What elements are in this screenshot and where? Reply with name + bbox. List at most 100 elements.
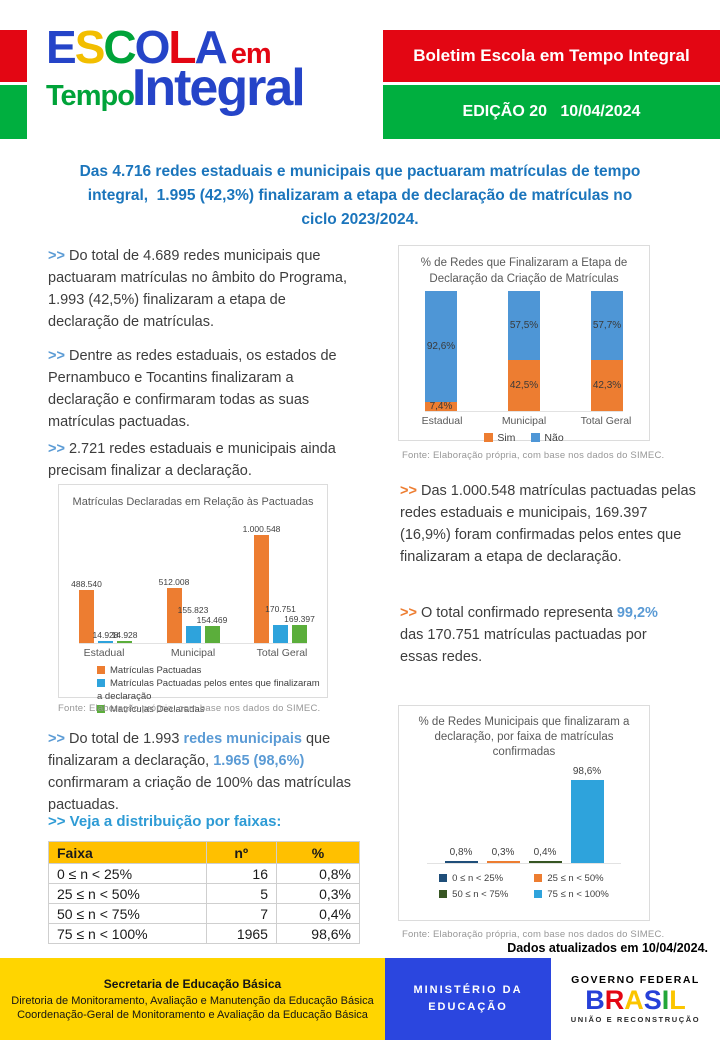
paragraph-text: >> Do total de 1.993 redes municipais qu…: [48, 728, 354, 816]
data-updated-label: Dados atualizados em 10/04/2024.: [507, 941, 708, 955]
paragraph-text: >> Das 1.000.548 matrículas pactuadas pe…: [400, 480, 700, 568]
bar: 0,3%: [486, 847, 520, 863]
left-paragraph-3: >> 2.721 redes estaduais e municipais ai…: [48, 438, 354, 482]
legend-label: Matrículas Pactuadas pelos entes que fin…: [97, 678, 320, 702]
brasil-letter: L: [669, 985, 686, 1015]
chart-matriculas-declaradas: Matrículas Declaradas em Relação às Pact…: [58, 484, 328, 715]
category-label: Total Geral: [256, 647, 308, 659]
paragraph-segment: confirmaram a criação de 100% das matríc…: [48, 775, 352, 813]
legend-item: 50 ≤ n < 75%: [439, 889, 508, 900]
bar-segment: 92,6%: [425, 291, 457, 402]
legend-item: Matrículas Pactuadas: [97, 664, 327, 677]
bar-group: 1.000.548 170.751 169.397: [243, 524, 315, 643]
bar-value-label: 155.823: [177, 605, 209, 615]
bar-value-label: 512.008: [158, 577, 190, 587]
brasil-letter: B: [585, 985, 605, 1015]
logo-letter: O: [134, 21, 171, 73]
bar-group: 512.008 155.823 154.469: [159, 577, 227, 643]
legend-label: Sim: [497, 432, 516, 444]
chart-redes-legend: Sim Não: [399, 432, 649, 444]
logo-tempo-word: Tempo: [46, 80, 135, 112]
table-cell: 0,3%: [275, 883, 361, 904]
table-cell: 0 ≤ n < 25%: [48, 863, 207, 884]
table-cell: 1965: [205, 923, 277, 944]
bar: 512.008: [159, 577, 189, 643]
headline-line1: Das 4.716 redes estaduais e municipais q…: [79, 163, 641, 180]
legend-swatch: [439, 890, 448, 898]
fonte-chart-redes: Fonte: Elaboração própria, com base nos …: [402, 450, 665, 461]
edition-banner: EDIÇÃO 20 10/04/2024: [383, 85, 720, 139]
program-logo: ESCOLA em TempoIntegral: [46, 24, 381, 146]
table-cell: 98,6%: [275, 923, 361, 944]
bar: 0,8%: [444, 847, 478, 863]
bar: 155.823: [178, 605, 208, 643]
category-label: Municipal: [501, 415, 547, 427]
stacked-bar: 92,6% 7,4%: [425, 291, 457, 412]
bar-value-label: 170.751: [265, 604, 296, 614]
legend-item: Matrículas Pactuadas pelos entes que fin…: [97, 677, 327, 703]
chart-redes-categories: Estadual Municipal Total Geral: [411, 415, 637, 427]
bar-segment: 42,5%: [508, 360, 540, 411]
paragraph-segment: >>: [400, 483, 421, 499]
paragraph-segment: Do total de 1.993: [68, 731, 184, 747]
bar-value-label: 0,4%: [533, 847, 557, 858]
bottom-left-paragraph: >> Do total de 1.993 redes municipais qu…: [48, 728, 354, 816]
legend-item: 0 ≤ n < 25%: [439, 873, 508, 884]
chart-faixas: % de Redes Municipais que finalizaram a …: [398, 705, 650, 921]
logo-letter: A: [194, 21, 228, 73]
bar: 14.928: [93, 630, 119, 643]
category-label: Municipal: [170, 647, 216, 659]
legend-swatch: [439, 874, 448, 882]
logo-integral-word: Integral: [131, 59, 306, 117]
table-cell: 75 ≤ n < 100%: [48, 923, 207, 944]
table-row: 25 ≤ n < 50% 5 0,3%: [48, 883, 361, 904]
governo-slogan: UNIÃO E RECONSTRUÇÃO: [570, 1015, 701, 1024]
chart-faixas-legend: 0 ≤ n < 25% 25 ≤ n < 50% 50 ≤ n < 75% 75 ≤ …: [399, 873, 649, 900]
bar: 488.540: [71, 579, 102, 643]
legend-swatch: [97, 679, 105, 687]
logo-letter: E: [46, 21, 77, 73]
paragraph-text: >> O total confirmado representa 99,2% d…: [400, 602, 662, 668]
table-row: 50 ≤ n < 75% 7 0,4%: [48, 903, 361, 924]
paragraph-segment: O total confirmado representa: [420, 605, 617, 621]
left-green-band: [0, 85, 27, 139]
legend-swatch: [534, 874, 543, 882]
chart-redes-plot: 92,6% 7,4% 57,5% 42,5% 57,7% 42,3%: [425, 291, 623, 412]
stacked-bar: 57,5% 42,5%: [508, 291, 540, 411]
chart-matriculas-title: Matrículas Declaradas em Relação às Pact…: [72, 496, 314, 508]
footer-governo-federal: GOVERNO FEDERAL BRASIL UNIÃO E RECONSTRU…: [551, 958, 720, 1040]
bar: 169.397: [284, 614, 315, 643]
paragraph-segment: 99,2%: [616, 605, 658, 621]
bar-segment: 7,4%: [425, 401, 457, 412]
brasil-letter: R: [604, 985, 625, 1015]
headline-line3: ciclo 2023/2024.: [301, 211, 419, 228]
chart-redes-finalizaram: % de Redes que Finalizaram a Etapa de De…: [398, 245, 650, 444]
logo-line2: TempoIntegral: [46, 62, 381, 114]
table-cell: 25 ≤ n < 50%: [48, 883, 207, 904]
left-red-band: [0, 30, 27, 82]
bar-value-label: 0,3%: [491, 847, 515, 858]
legend-item: Sim: [484, 432, 515, 444]
table-header-row: Faixa nº%: [48, 841, 361, 864]
chart-matriculas-plot: 488.540 14.928 14.928 512.008 155.823 154.469…: [71, 516, 315, 644]
right-paragraph-1: >> Das 1.000.548 matrículas pactuadas pe…: [400, 480, 700, 568]
bar-value-label: 14.928: [111, 630, 138, 640]
brasil-letter: A: [624, 985, 644, 1015]
column-header: %: [275, 841, 361, 864]
secretaria-line3: Coordenação-Geral de Monitoramento e Ava…: [17, 1008, 368, 1021]
legend-swatch: [531, 433, 541, 442]
bar-segment: 57,7%: [591, 291, 623, 360]
secretaria-title: Secretaria de Educação Básica: [103, 976, 282, 991]
legend-label: 50 ≤ n < 75%: [452, 889, 509, 900]
footer-secretaria: Secretaria de Educação Básica Diretoria …: [0, 958, 385, 1040]
paragraph-segment: 1.965 (98,6%): [213, 753, 305, 769]
table-cell: 0,4%: [275, 903, 361, 924]
paragraph-segment: 2.721 redes estaduais e municipais ainda…: [48, 441, 336, 479]
logo-escola-word: ESCOLA em: [46, 24, 381, 70]
legend-item: 75 ≤ n < 100%: [534, 889, 609, 900]
right-paragraph-2: >> O total confirmado representa 99,2% d…: [400, 602, 662, 668]
faixa-table-body: 0 ≤ n < 25% 16 0,8% 25 ≤ n < 50% 5 0,3% 50 ≤ n…: [48, 863, 361, 944]
table-cell: 16: [205, 863, 277, 884]
logo-letter: L: [168, 21, 196, 73]
